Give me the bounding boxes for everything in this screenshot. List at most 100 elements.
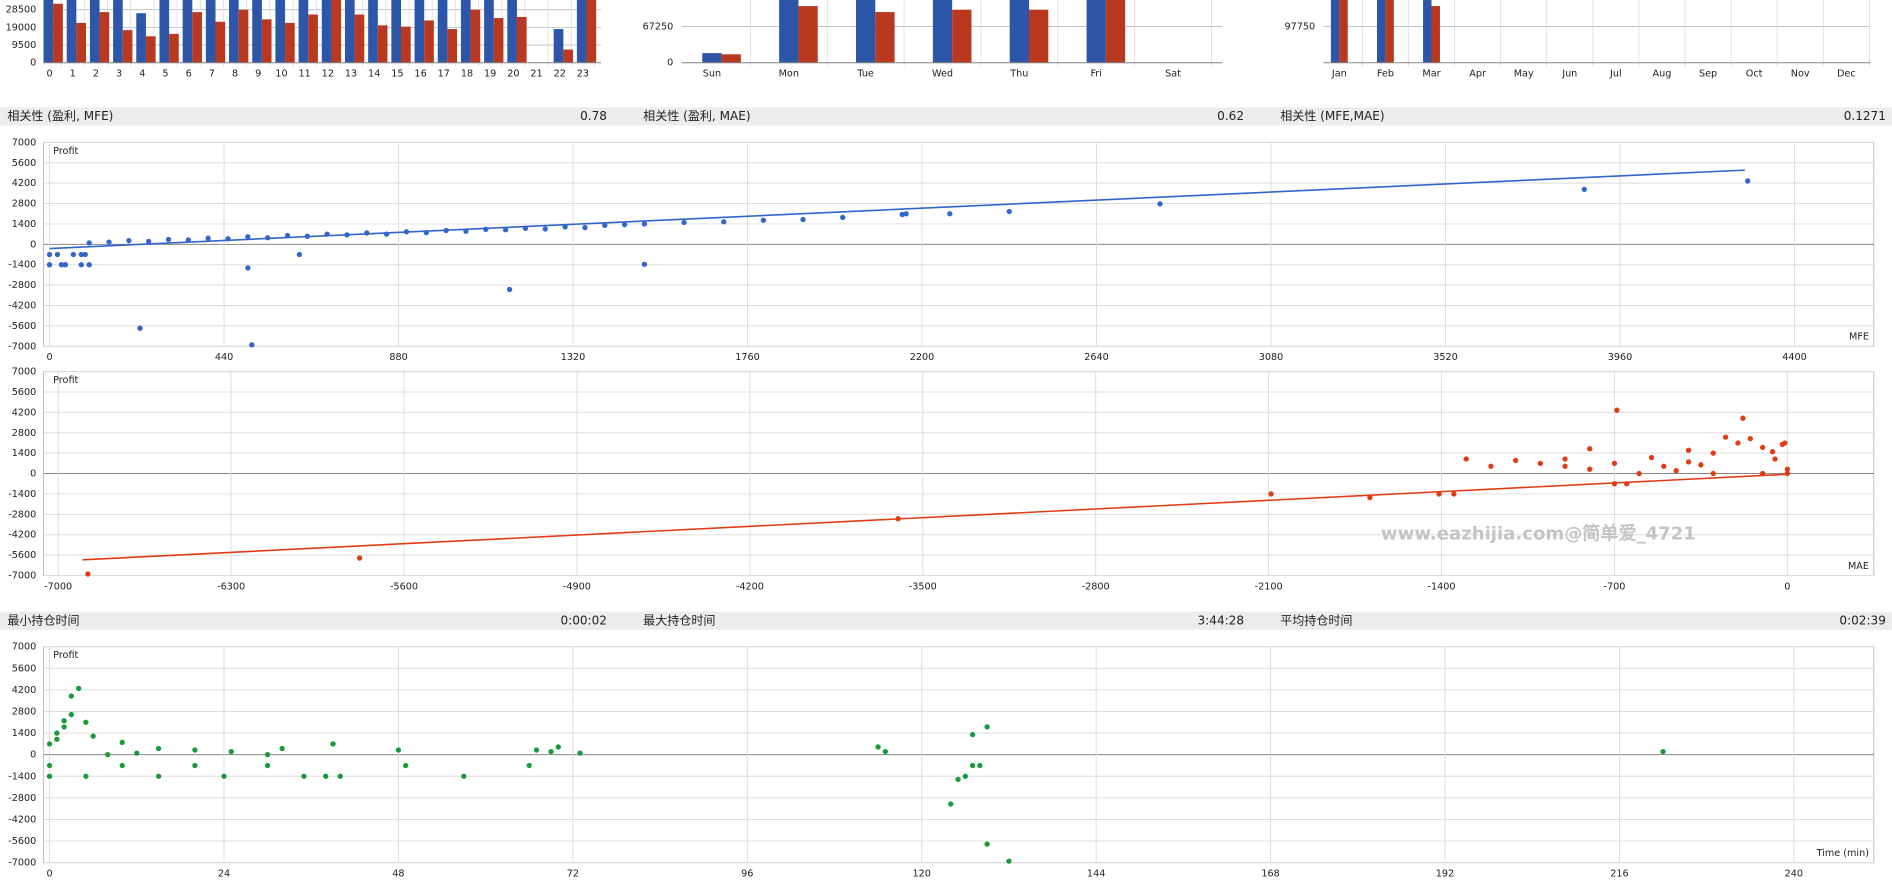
point <box>1648 454 1655 461</box>
bar <box>368 0 378 63</box>
y-tick-label: -4200 <box>8 300 36 311</box>
point <box>1537 460 1543 467</box>
point <box>155 745 162 752</box>
point <box>548 748 554 755</box>
x-tick-label: 2 <box>93 69 99 80</box>
point <box>555 744 561 750</box>
y-tick-label: -2800 <box>8 280 36 291</box>
bar <box>66 0 77 63</box>
x-tick-label: 17 <box>438 69 450 80</box>
x-tick-label: 3 <box>116 69 122 80</box>
stat-value: 0:00:02 <box>561 613 607 627</box>
y-tick-label: 4200 <box>12 685 37 696</box>
bar <box>1423 0 1432 63</box>
y-axis-label: Profit <box>53 650 78 661</box>
point <box>228 748 234 755</box>
point <box>264 762 271 769</box>
point <box>882 748 889 755</box>
bar <box>586 0 597 63</box>
bar <box>576 0 587 63</box>
x-axis-label: MFE <box>1849 332 1869 343</box>
bar <box>702 53 722 63</box>
point <box>83 773 89 779</box>
point <box>249 342 255 348</box>
bar <box>43 0 54 63</box>
x-tick-label: 15 <box>391 69 403 80</box>
point <box>1782 440 1788 446</box>
y-tick-label: -7000 <box>8 858 36 869</box>
x-tick-label: Jun <box>1561 69 1577 80</box>
point <box>58 262 65 268</box>
y-tick-label: 4200 <box>12 407 37 418</box>
x-tick-label: 3520 <box>1433 352 1458 363</box>
stat-label: 相关性 (MFE,MAE) <box>1280 109 1384 123</box>
stat-value: 0.62 <box>1217 109 1244 123</box>
x-tick-label: 1760 <box>735 352 760 363</box>
y-tick-label: 97750 <box>1285 22 1316 33</box>
point <box>1722 434 1729 440</box>
y-tick-label: 0 <box>30 58 36 69</box>
bar <box>1029 9 1049 63</box>
point <box>903 211 909 217</box>
point <box>146 238 152 245</box>
point <box>54 736 60 742</box>
stats-bar <box>0 611 1892 630</box>
y-tick-label: -1400 <box>8 260 36 271</box>
point <box>641 261 648 267</box>
point <box>364 230 370 236</box>
point <box>641 221 648 227</box>
point <box>68 711 75 718</box>
bar <box>460 0 471 63</box>
bar <box>721 54 741 63</box>
x-tick-label: 120 <box>913 869 931 880</box>
x-tick-label: 1 <box>70 69 76 80</box>
bar <box>252 0 262 63</box>
point <box>533 747 540 753</box>
point <box>1512 457 1519 464</box>
bar <box>215 21 226 63</box>
y-tick-label: 5600 <box>12 663 37 674</box>
x-tick-label: Thu <box>1009 69 1028 80</box>
x-tick-label: Sat <box>1165 69 1181 80</box>
x-tick-label: 1320 <box>561 352 586 363</box>
y-tick-label: -4200 <box>8 530 36 541</box>
x-tick-label: Tue <box>856 69 874 80</box>
x-tick-label: 2640 <box>1084 352 1109 363</box>
bar <box>507 0 517 63</box>
y-tick-label: -5600 <box>8 836 36 847</box>
point <box>977 762 983 769</box>
point <box>875 744 881 750</box>
stat-value: 0:02:39 <box>1839 613 1885 627</box>
x-tick-label: -6300 <box>217 581 245 592</box>
point <box>1436 491 1442 497</box>
x-tick-label: 3080 <box>1259 352 1284 363</box>
y-tick-label: 0 <box>30 469 36 480</box>
point <box>577 750 583 756</box>
point <box>1740 415 1746 421</box>
x-tick-label: Fri <box>1090 69 1102 80</box>
x-tick-label: 11 <box>298 69 310 80</box>
bar <box>321 0 332 63</box>
x-tick-label: 5 <box>162 69 168 80</box>
x-tick-label: -2100 <box>1255 581 1283 592</box>
point <box>1661 463 1667 469</box>
y-tick-label: 2800 <box>12 428 37 439</box>
point <box>1745 178 1751 184</box>
point <box>1367 494 1373 501</box>
x-tick-label: 9 <box>255 69 261 80</box>
stat-label: 平均持仓时间 <box>1280 612 1352 627</box>
bar <box>1385 0 1394 63</box>
stat-value: 0.78 <box>580 109 607 123</box>
bar <box>261 19 272 63</box>
bar <box>391 0 402 63</box>
bar <box>298 0 309 63</box>
bar <box>553 29 564 63</box>
x-tick-label: Wed <box>932 69 953 80</box>
bar <box>238 9 249 63</box>
bar <box>122 30 133 63</box>
stat-label: 相关性 (盈利, MAE) <box>643 109 750 123</box>
point <box>54 730 60 736</box>
stat-label: 最小持仓时间 <box>7 612 79 627</box>
x-tick-label: 4400 <box>1782 352 1807 363</box>
x-tick-label: -700 <box>1603 581 1625 592</box>
